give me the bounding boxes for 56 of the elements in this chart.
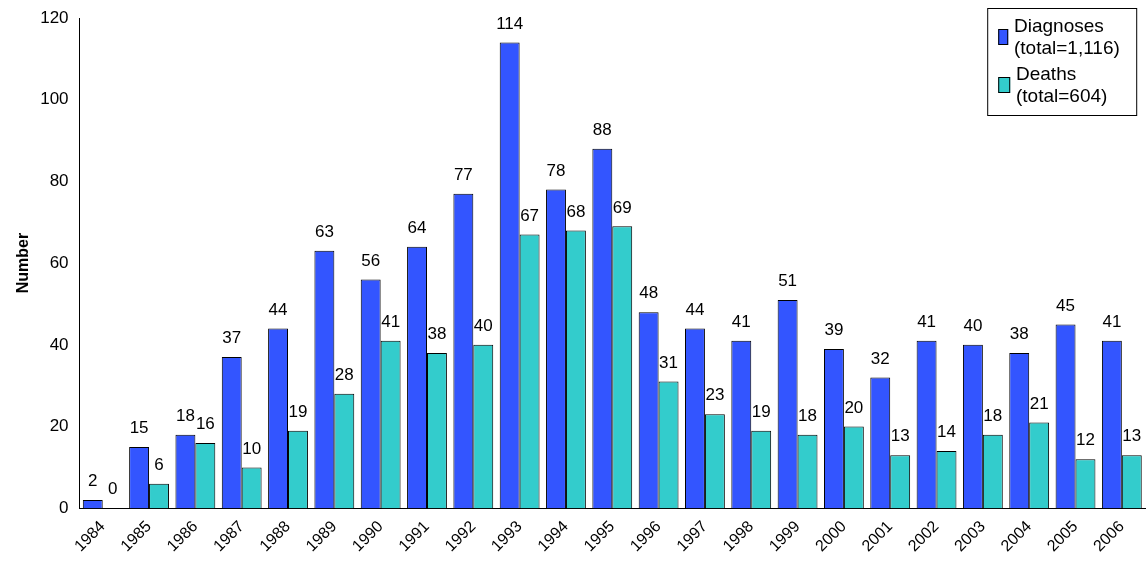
data-label: 40 xyxy=(963,316,983,336)
data-label: 48 xyxy=(639,283,659,303)
data-label: 51 xyxy=(778,271,798,291)
y-tick-label: 20 xyxy=(49,416,69,436)
data-label: 64 xyxy=(407,217,427,237)
data-label: 37 xyxy=(222,328,242,348)
data-label: 12 xyxy=(1076,430,1095,450)
data-label: 69 xyxy=(612,197,632,217)
y-tick-label: 60 xyxy=(49,252,69,272)
data-label: 28 xyxy=(334,365,354,385)
data-label: 16 xyxy=(195,414,215,434)
data-label: 20 xyxy=(844,397,864,417)
data-label: 41 xyxy=(917,311,937,331)
y-tick-label: 0 xyxy=(59,497,69,517)
data-label: 13 xyxy=(890,426,910,446)
data-label: 2 xyxy=(88,471,98,491)
data-label: 68 xyxy=(566,201,586,221)
data-label: 32 xyxy=(870,348,890,368)
data-label: 18 xyxy=(798,405,817,425)
data-label: 63 xyxy=(314,222,334,242)
data-label: 13 xyxy=(1122,426,1142,446)
legend-label: Diagnoses (total=1,116) xyxy=(1014,15,1121,59)
data-label: 44 xyxy=(268,299,288,319)
data-label: 88 xyxy=(592,119,612,139)
data-label: 23 xyxy=(705,385,725,405)
data-label: 41 xyxy=(1102,311,1122,331)
data-label: 45 xyxy=(1056,295,1076,315)
data-label: 56 xyxy=(361,250,381,270)
data-label: 0 xyxy=(107,479,118,499)
y-tick-label: 40 xyxy=(49,334,69,354)
data-label: 38 xyxy=(427,324,447,344)
data-label: 18 xyxy=(175,405,195,425)
data-label: 19 xyxy=(751,401,771,421)
data-label: 67 xyxy=(520,205,540,225)
data-label: 21 xyxy=(1029,393,1049,413)
data-label: 10 xyxy=(242,438,262,458)
data-label: 31 xyxy=(659,352,679,372)
data-label: 15 xyxy=(129,418,149,438)
data-label: 114 xyxy=(496,13,524,33)
data-label: 78 xyxy=(546,160,566,180)
y-tick-label: 100 xyxy=(40,89,69,109)
y-tick-label: 80 xyxy=(49,171,69,191)
data-label: 6 xyxy=(154,454,164,474)
data-label: 77 xyxy=(453,164,473,184)
data-label: 41 xyxy=(731,311,751,331)
data-label: 38 xyxy=(1009,324,1029,344)
y-axis-title: Number xyxy=(14,232,32,294)
data-label: 39 xyxy=(824,320,844,340)
data-label: 41 xyxy=(381,311,401,331)
data-label: 40 xyxy=(473,316,493,336)
legend-label: Deaths (total=604) xyxy=(1016,63,1109,107)
data-label: 18 xyxy=(983,405,1003,425)
data-label: 19 xyxy=(288,401,308,421)
data-label: 44 xyxy=(685,299,705,319)
data-label: 14 xyxy=(937,422,956,442)
y-tick-label: 120 xyxy=(40,7,69,27)
